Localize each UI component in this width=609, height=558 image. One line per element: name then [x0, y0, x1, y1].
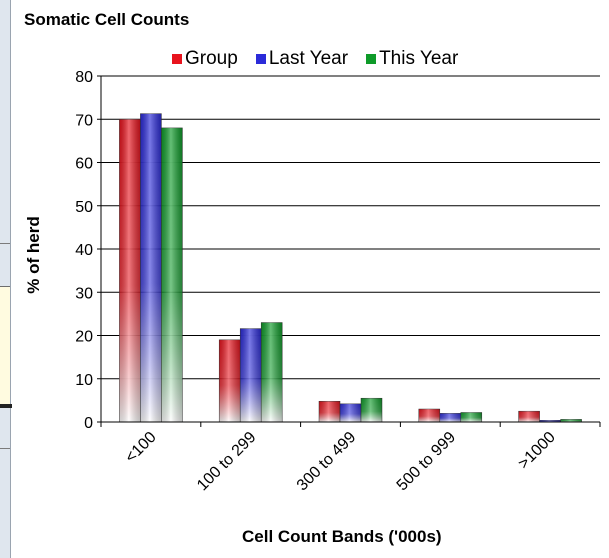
bar-shading: [460, 412, 482, 422]
bar-shading: [119, 119, 141, 422]
bar-shading: [418, 409, 440, 422]
y-tick-label: 80: [75, 69, 93, 86]
chart-title: Somatic Cell Counts: [24, 10, 190, 29]
bar-shading: [140, 113, 162, 422]
plot-svg: 0 10 20 30 40 50 60 70 80 <100 100 to 299 300 to 4…: [75, 69, 601, 495]
bar-shading: [261, 322, 283, 422]
y-tick-label: 30: [75, 285, 93, 302]
y-tick-label: 10: [75, 372, 93, 389]
x-tick-label: <100: [122, 429, 160, 467]
legend-entry: Group: [172, 48, 238, 70]
panel-divider: [0, 243, 10, 244]
y-tick-label: 70: [75, 112, 93, 129]
legend-swatch: [255, 54, 266, 64]
bar-shading: [340, 403, 361, 422]
x-tick-label: 100 to 299: [194, 429, 260, 495]
legend-entry: This Year: [366, 48, 458, 70]
bar-shading: [361, 398, 382, 422]
legend-swatch: [172, 54, 182, 64]
bar-shading: [319, 401, 340, 422]
y-tick-label: 40: [75, 242, 93, 259]
y-tick-label: 0: [84, 415, 93, 432]
panel-highlight: [0, 286, 10, 406]
y-tick-label: 50: [75, 199, 93, 216]
x-axis-label: Cell Count Bands ('000s): [242, 527, 442, 546]
bar-shading: [518, 411, 540, 422]
legend: Group Last Year This Year: [172, 48, 476, 70]
x-tick-label: 300 to 499: [294, 429, 360, 495]
y-tick-label: 20: [75, 329, 93, 346]
legend-swatch: [366, 54, 377, 64]
chart-area: Somatic Cell Counts Group Last Year This Y…: [12, 0, 609, 558]
panel-divider: [0, 448, 10, 449]
left-panel-edge: [0, 0, 12, 558]
legend-label: Last Year: [268, 48, 349, 69]
bar-shading: [439, 413, 461, 422]
x-tick-label: 500 to 999: [394, 429, 460, 495]
y-tick-label: 60: [75, 156, 93, 173]
bar-shading: [539, 420, 561, 422]
legend-label: This Year: [379, 48, 459, 69]
panel-marker: [0, 404, 12, 408]
bar-shading: [219, 339, 241, 422]
bar-shading: [161, 127, 183, 423]
x-tick-label: >1000: [515, 429, 559, 473]
bar-shading: [240, 328, 262, 422]
bar-shading: [560, 419, 582, 422]
legend-entry: Last Year: [255, 48, 349, 70]
legend-label: Group: [185, 48, 238, 69]
